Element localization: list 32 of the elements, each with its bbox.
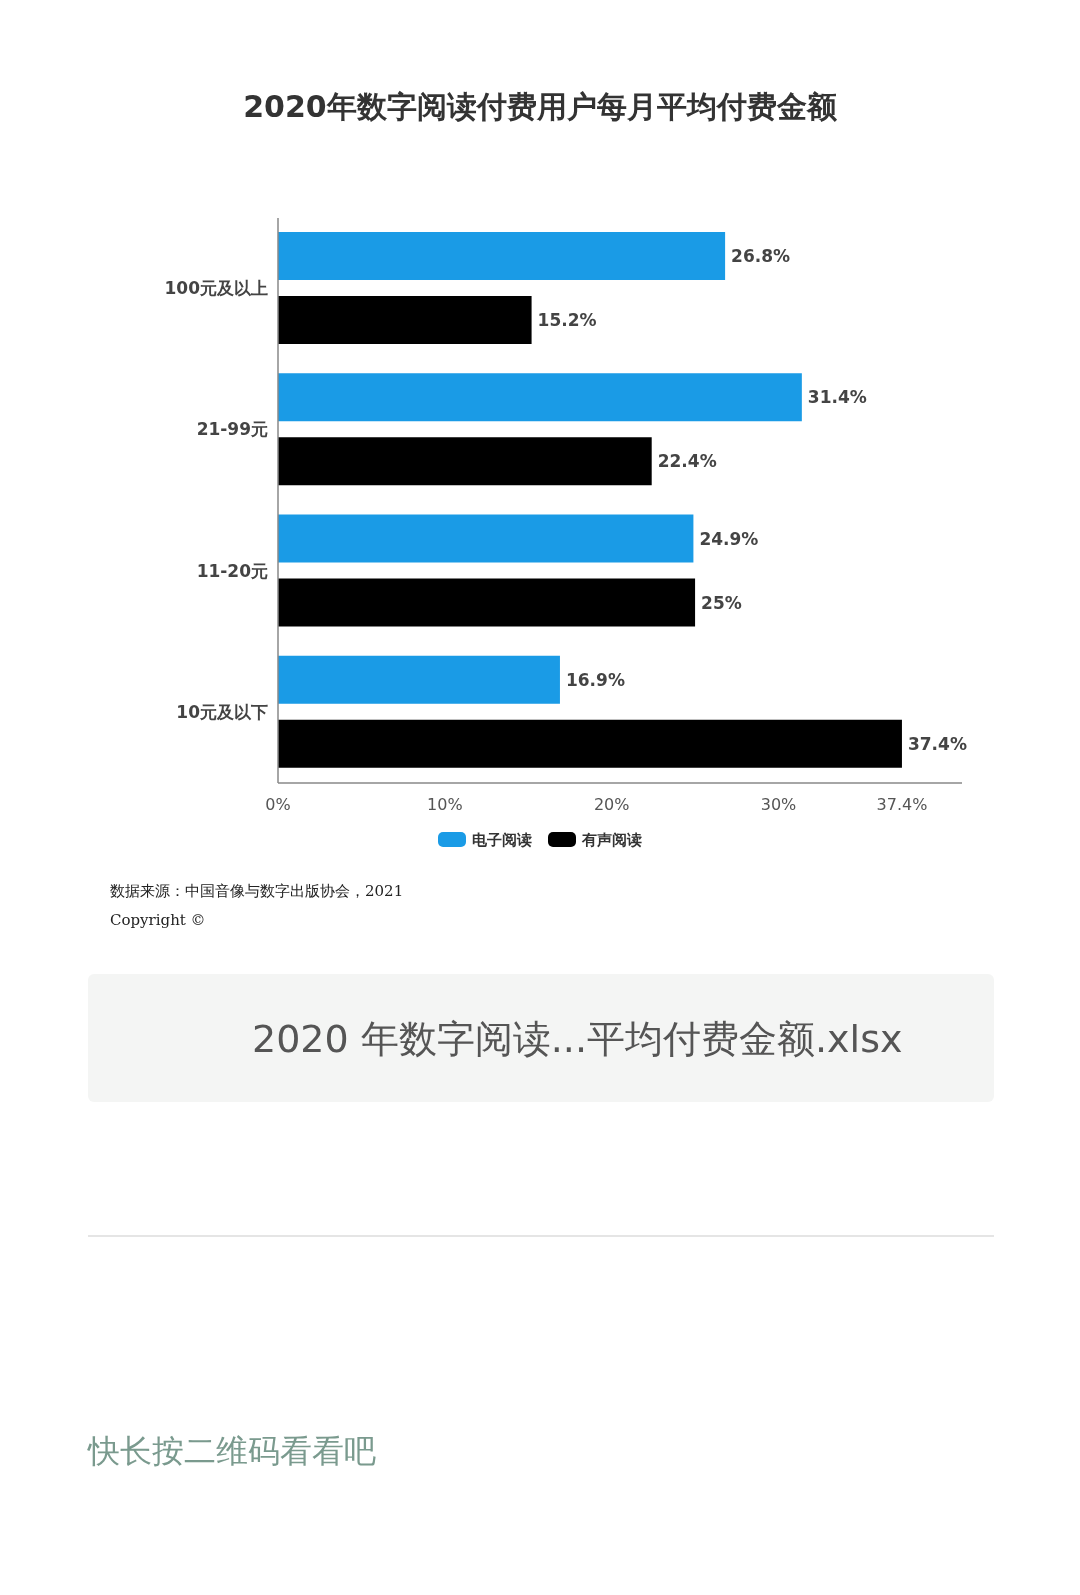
data-label: 37.4% <box>907 733 967 754</box>
bar <box>278 578 696 627</box>
y-tick-label: 100元及以上 <box>164 278 268 298</box>
y-tick-label: 10元及以下 <box>176 701 268 722</box>
y-tick-label: 11-20元 <box>196 560 268 581</box>
data-label: 22.4% <box>657 451 717 472</box>
data-label: 25% <box>701 592 742 613</box>
data-label: 16.9% <box>565 669 625 690</box>
legend-label: 有声阅读 <box>581 831 642 849</box>
bar <box>278 296 532 344</box>
bar <box>278 514 694 563</box>
bar <box>278 373 802 422</box>
data-label: 31.4% <box>807 387 867 408</box>
y-tick-label: 21-99元 <box>196 419 268 440</box>
data-label: 26.8% <box>731 246 791 266</box>
x-tick-label: 37.4% <box>876 795 928 814</box>
x-tick-label: 20% <box>593 795 630 814</box>
text: 2020 年数字阅读...平均付费金额.xlsx <box>252 1017 903 1061</box>
chart-title: 2020年数字阅读付费用户每月平均付费金额 <box>243 89 837 124</box>
x-tick-label: 30% <box>760 795 797 814</box>
data-label: 15.2% <box>537 310 597 330</box>
data-label: 24.9% <box>699 528 759 549</box>
text: Copyright © <box>110 911 206 929</box>
bar <box>278 655 560 704</box>
x-tick-label: 10% <box>427 795 463 814</box>
source-note: 数据来源：中国音像与数字出版协会，2021 <box>110 882 404 900</box>
bar <box>278 437 652 486</box>
x-tick-label: 0% <box>265 795 291 814</box>
text: 快长按二维码看看吧 <box>87 1432 376 1470</box>
legend-label: 电子阅读 <box>472 831 532 849</box>
bar <box>278 232 726 280</box>
bar <box>278 719 902 768</box>
